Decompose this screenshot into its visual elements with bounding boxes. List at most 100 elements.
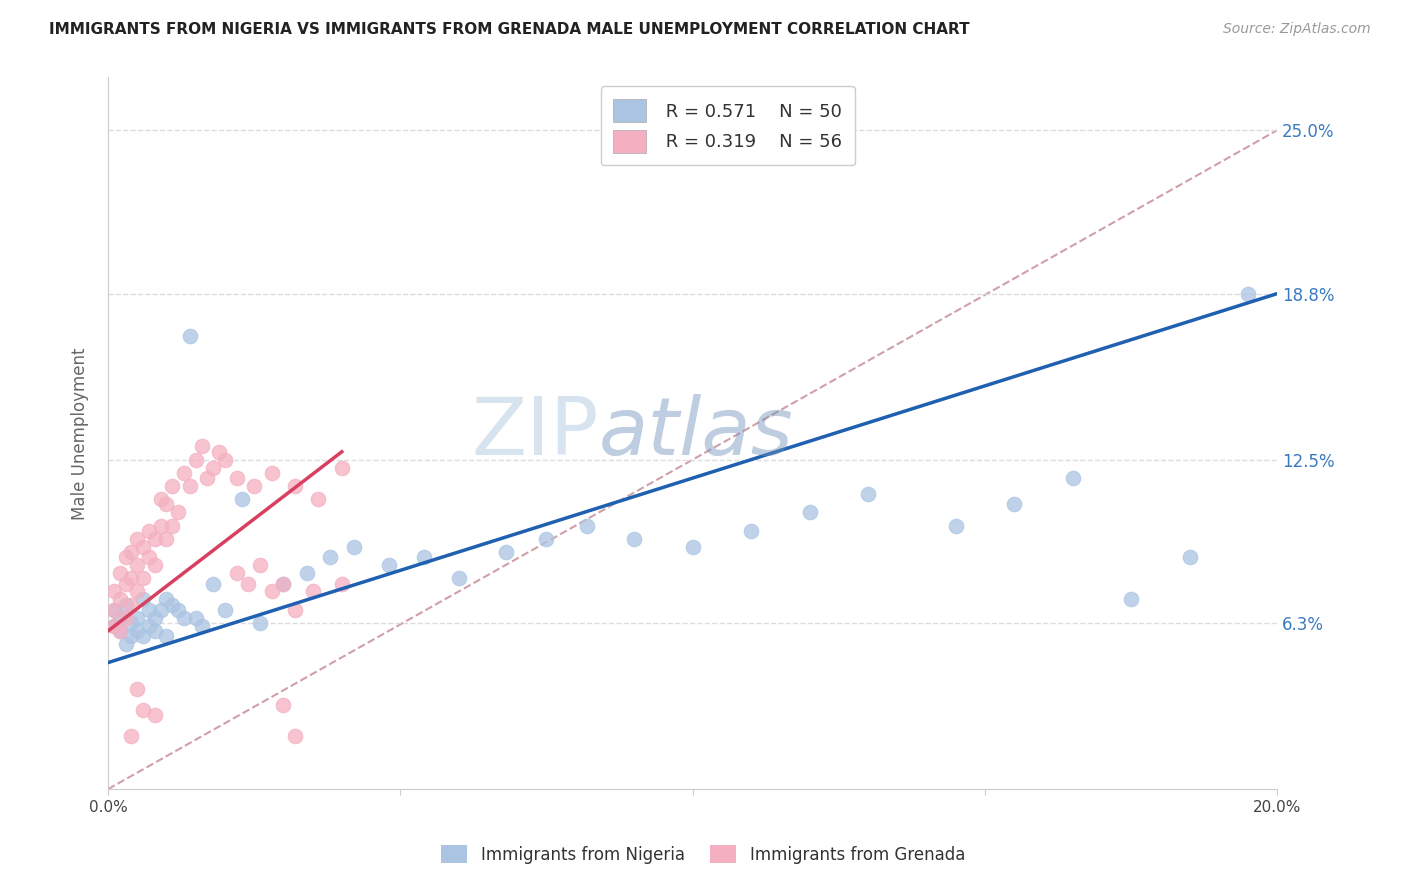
Point xyxy=(945,518,967,533)
Point xyxy=(103,603,125,617)
Point xyxy=(143,708,166,723)
Point xyxy=(120,629,142,643)
Point xyxy=(179,328,201,343)
Point xyxy=(162,518,184,533)
Point xyxy=(214,452,236,467)
Point xyxy=(231,492,253,507)
Point xyxy=(536,532,558,546)
Point xyxy=(273,698,295,712)
Point xyxy=(319,550,342,565)
Point xyxy=(132,592,155,607)
Point xyxy=(682,540,704,554)
Point xyxy=(273,576,295,591)
Text: IMMIGRANTS FROM NIGERIA VS IMMIGRANTS FROM GRENADA MALE UNEMPLOYMENT CORRELATION: IMMIGRANTS FROM NIGERIA VS IMMIGRANTS FR… xyxy=(49,22,970,37)
Point xyxy=(202,460,225,475)
Point xyxy=(132,703,155,717)
Point xyxy=(138,550,160,565)
Point xyxy=(143,624,166,638)
Point xyxy=(127,584,149,599)
Point xyxy=(214,603,236,617)
Point xyxy=(447,571,470,585)
Y-axis label: Male Unemployment: Male Unemployment xyxy=(72,347,89,519)
Point xyxy=(120,730,142,744)
Point xyxy=(260,466,283,480)
Point xyxy=(149,518,172,533)
Legend:  R = 0.571    N = 50,  R = 0.319    N = 56: R = 0.571 N = 50, R = 0.319 N = 56 xyxy=(600,87,855,165)
Point xyxy=(114,637,136,651)
Point xyxy=(132,629,155,643)
Point xyxy=(132,571,155,585)
Text: atlas: atlas xyxy=(599,394,794,472)
Point xyxy=(308,492,330,507)
Point xyxy=(114,611,136,625)
Point xyxy=(208,444,231,458)
Point xyxy=(162,598,184,612)
Point xyxy=(132,540,155,554)
Point xyxy=(295,566,318,580)
Point xyxy=(108,624,131,638)
Point xyxy=(377,558,399,573)
Point xyxy=(740,524,762,538)
Point xyxy=(108,624,131,638)
Point xyxy=(108,592,131,607)
Point xyxy=(155,592,177,607)
Point xyxy=(127,558,149,573)
Point xyxy=(120,545,142,559)
Point xyxy=(143,532,166,546)
Point xyxy=(103,618,125,632)
Point xyxy=(495,545,517,559)
Point xyxy=(103,584,125,599)
Text: Source: ZipAtlas.com: Source: ZipAtlas.com xyxy=(1223,22,1371,37)
Point xyxy=(202,576,225,591)
Point xyxy=(238,576,260,591)
Point xyxy=(249,558,271,573)
Text: ZIP: ZIP xyxy=(472,394,599,472)
Point xyxy=(1237,286,1260,301)
Point xyxy=(173,466,195,480)
Point xyxy=(1002,498,1025,512)
Point xyxy=(284,603,307,617)
Point xyxy=(155,629,177,643)
Point xyxy=(243,479,266,493)
Point xyxy=(108,566,131,580)
Point xyxy=(1178,550,1201,565)
Point xyxy=(173,611,195,625)
Point xyxy=(103,603,125,617)
Point xyxy=(167,505,190,519)
Point xyxy=(799,505,821,519)
Point xyxy=(143,611,166,625)
Point xyxy=(149,492,172,507)
Point xyxy=(138,603,160,617)
Point xyxy=(179,479,201,493)
Point xyxy=(120,616,142,631)
Point xyxy=(249,616,271,631)
Point xyxy=(103,618,125,632)
Point xyxy=(167,603,190,617)
Point xyxy=(330,576,353,591)
Point xyxy=(138,618,160,632)
Point xyxy=(301,584,323,599)
Point xyxy=(195,471,218,485)
Point xyxy=(108,611,131,625)
Point xyxy=(120,571,142,585)
Point xyxy=(114,576,136,591)
Point xyxy=(184,452,207,467)
Point xyxy=(284,479,307,493)
Legend: Immigrants from Nigeria, Immigrants from Grenada: Immigrants from Nigeria, Immigrants from… xyxy=(434,838,972,871)
Point xyxy=(127,624,149,638)
Point xyxy=(342,540,364,554)
Point xyxy=(120,598,142,612)
Point xyxy=(284,730,307,744)
Point xyxy=(127,532,149,546)
Point xyxy=(273,576,295,591)
Point xyxy=(1062,471,1084,485)
Point xyxy=(114,598,136,612)
Point xyxy=(190,440,212,454)
Point xyxy=(138,524,160,538)
Point xyxy=(225,471,247,485)
Point xyxy=(412,550,434,565)
Point xyxy=(155,498,177,512)
Point xyxy=(856,487,879,501)
Point xyxy=(127,611,149,625)
Point xyxy=(576,518,599,533)
